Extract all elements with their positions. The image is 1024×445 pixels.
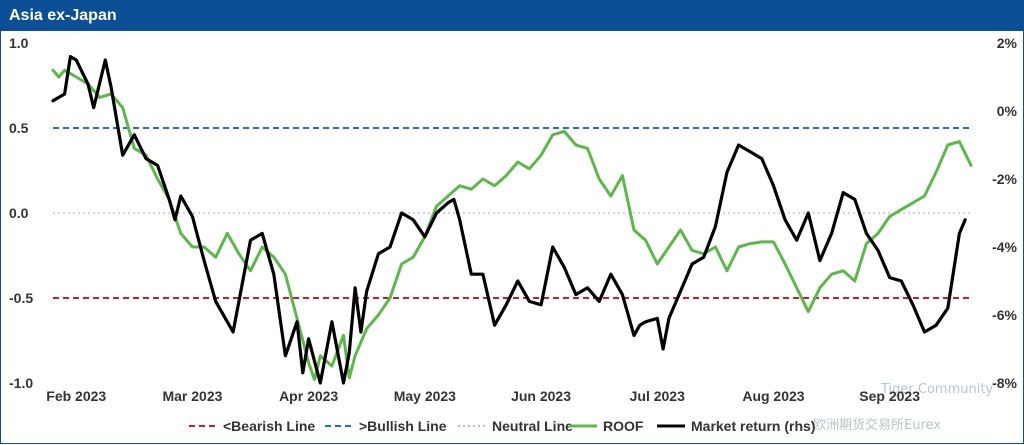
right-y-tick-label: -8% xyxy=(992,375,1017,391)
legend-label-bullish-line: >Bullish Line xyxy=(359,418,447,434)
watermark-text: 欧洲期货交易所Eurex xyxy=(813,417,941,433)
watermark-text: Tiger Community xyxy=(880,382,993,397)
left-y-tick-label: 1.0 xyxy=(9,35,29,51)
legend-label-roof: ROOF xyxy=(603,418,644,434)
left-y-tick-label: 0.5 xyxy=(9,120,29,136)
left-y-tick-label: 0.0 xyxy=(9,205,29,221)
right-y-tick-label: 2% xyxy=(997,35,1018,51)
x-tick-label: Feb 2023 xyxy=(46,388,106,404)
x-tick-label: Mar 2023 xyxy=(162,388,222,404)
x-tick-label: Aug 2023 xyxy=(742,388,804,404)
right-y-tick-label: -6% xyxy=(992,307,1017,323)
legend-label-bearish-line: <Bearish Line xyxy=(223,418,315,434)
x-tick-label: Jun 2023 xyxy=(511,388,571,404)
chart-title: Asia ex-Japan xyxy=(1,1,1023,31)
market-return-rhs-series-line xyxy=(51,55,967,385)
x-tick-label: May 2023 xyxy=(394,388,456,404)
x-tick-label: Sep 2023 xyxy=(859,388,920,404)
left-y-tick-label: -1.0 xyxy=(9,375,33,391)
x-tick-label: Jul 2023 xyxy=(630,388,685,404)
legend-label-neutral-line: Neutral Line xyxy=(492,418,573,434)
right-y-tick-label: -4% xyxy=(992,239,1017,255)
left-y-tick-label: -0.5 xyxy=(9,290,33,306)
right-y-tick-label: 0% xyxy=(997,103,1018,119)
right-y-tick-label: -2% xyxy=(992,171,1017,187)
legend-label-market-return-rhs: Market return (rhs) xyxy=(691,418,815,434)
x-tick-label: Apr 2023 xyxy=(279,388,338,404)
watermark-group: Tiger Community 欧洲期货交易所Eurex xyxy=(813,382,993,433)
